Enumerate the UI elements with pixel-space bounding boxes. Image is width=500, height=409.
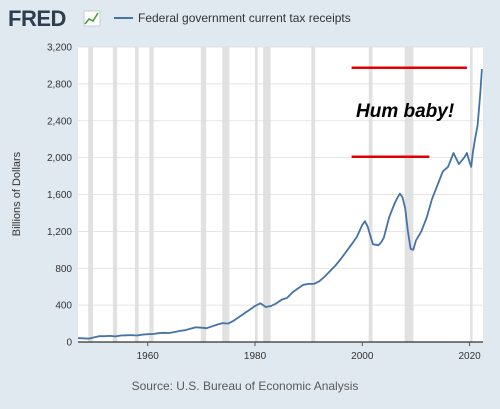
y-tick-label: 1,600	[47, 190, 72, 201]
x-tick-label: 2000	[351, 351, 374, 362]
annotation-text: Hum baby!	[356, 101, 454, 122]
x-tick-label: 2020	[458, 351, 481, 362]
y-tick-label: 2,000	[47, 153, 72, 164]
fred-logo[interactable]: FRED	[8, 6, 66, 31]
y-tick-label: 1,200	[47, 227, 72, 238]
x-axis: 1960 1980 2000 2020	[137, 342, 481, 362]
y-tick-label: 800	[55, 264, 72, 275]
y-axis: 0 400 800 1,200 1,600 2,000 2,400 2,800 3,200	[47, 43, 72, 349]
y-tick-label: 2,400	[47, 116, 72, 127]
y-axis-label: Billions of Dollars	[11, 151, 23, 236]
legend-label: Federal government current tax receipts	[138, 11, 351, 25]
y-tick-label: 400	[55, 301, 72, 312]
x-tick-label: 1980	[244, 351, 267, 362]
annotation-lines	[351, 66, 467, 158]
y-tick-label: 3,200	[47, 43, 72, 54]
header: FRED Federal government current tax rece…	[8, 6, 351, 31]
source-text: Source: U.S. Bureau of Economic Analysis	[132, 379, 359, 393]
series-line-tax-receipts	[77, 69, 483, 340]
x-tick-label: 1960	[137, 351, 160, 362]
fred-chart-icon	[83, 10, 101, 27]
y-tick-label: 0	[66, 338, 72, 349]
gridlines	[78, 46, 483, 343]
y-tick-label: 2,800	[47, 79, 72, 90]
